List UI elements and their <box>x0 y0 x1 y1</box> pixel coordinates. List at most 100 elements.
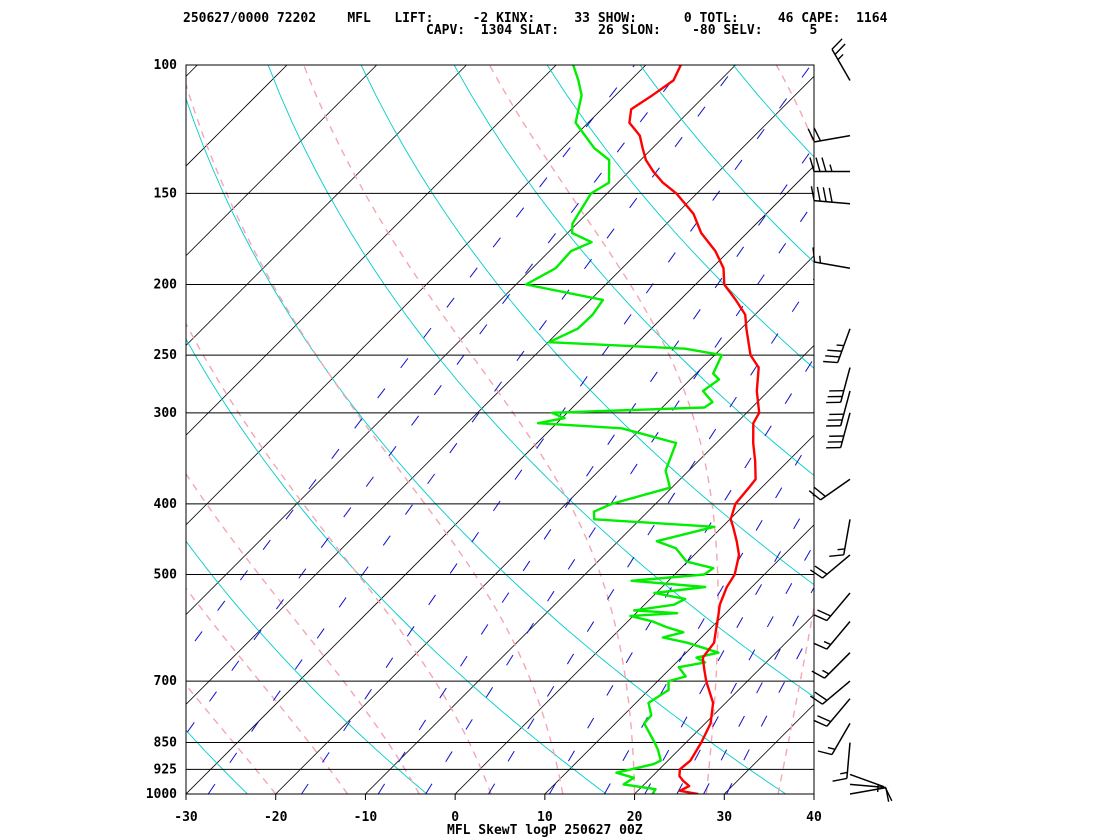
wind-barb <box>831 38 851 81</box>
wind-barb-feather <box>813 127 822 142</box>
wind-barb <box>823 328 851 364</box>
wind-barbs <box>807 38 893 802</box>
wind-barb <box>813 698 851 727</box>
wind-barb-shaft <box>814 134 851 143</box>
wind-barb-feather <box>814 565 828 575</box>
mixing-ratio-line <box>603 433 814 794</box>
dry-adiabat <box>826 65 1120 794</box>
dry-adiabat <box>186 729 248 794</box>
isotherm <box>454 434 814 794</box>
mixing-ratio-line <box>676 543 814 794</box>
wind-barb-feather <box>813 719 828 727</box>
isotherm <box>186 165 814 794</box>
wind-barb-feather <box>812 247 816 263</box>
wind-barb-feather <box>831 38 843 50</box>
isotherm <box>634 614 814 794</box>
wind-barb <box>811 652 851 679</box>
temperature-axis: -30 -20 -10 0 10 20 30 40 <box>174 794 822 825</box>
isotherm <box>186 65 288 167</box>
isotherm <box>186 65 557 436</box>
pressure-tick-label: 150 <box>154 186 178 201</box>
dry-adiabat <box>0 65 68 794</box>
pressure-tick-label: 100 <box>154 58 178 73</box>
dry-adiabat <box>1012 65 1120 794</box>
wind-barb-feather <box>809 695 823 705</box>
wind-barb <box>809 157 850 173</box>
wind-barb-feather <box>829 554 844 558</box>
wind-barb <box>809 554 851 579</box>
moist-adiabat <box>488 65 719 794</box>
header-line-1: 250627/0000 72202 MFL LIFT: -2 KINX: 33 … <box>183 11 888 26</box>
wind-barb <box>826 412 851 449</box>
isotherm <box>544 524 814 794</box>
mixing-ratio-line <box>726 625 814 794</box>
wind-barb-feather <box>822 187 827 202</box>
wind-barb-feather <box>813 486 826 497</box>
temperature-tick-label: 0 <box>451 810 459 825</box>
wind-barb <box>809 680 851 705</box>
moist-adiabat <box>186 587 349 794</box>
pressure-tick-label: 250 <box>154 348 178 363</box>
wind-barb-half-feather <box>840 771 848 775</box>
wind-barb-shaft <box>849 783 886 789</box>
isotherm <box>275 255 814 794</box>
profile-lines <box>524 65 761 794</box>
moist-adiabat <box>303 65 636 794</box>
pressure-tick-label: 1000 <box>146 787 177 802</box>
temperature-tick-label: 10 <box>537 810 553 825</box>
wind-barb <box>807 127 851 143</box>
wind-barb <box>849 773 885 792</box>
dry-adiabat <box>732 65 814 158</box>
wind-barb-half-feather <box>829 164 833 172</box>
wind-barb-feather <box>814 691 828 701</box>
wind-barb-feather <box>817 715 832 723</box>
pressure-tick-label: 850 <box>154 736 178 751</box>
dry-adiabat <box>639 65 814 263</box>
mixing-ratio-line <box>186 65 685 735</box>
wind-barb-feather <box>813 614 828 622</box>
wind-barb-half-feather <box>819 255 822 264</box>
wind-barb-feather <box>808 490 821 501</box>
dry-adiabat <box>267 65 814 698</box>
wind-barb <box>826 390 851 427</box>
pressure-tick-label: 200 <box>154 277 178 292</box>
isotherm <box>186 65 377 257</box>
wind-barb-feather <box>828 187 833 203</box>
dry-adiabat <box>919 65 1120 794</box>
header-line-2: CAPV: 1304 SLAT: 26 SLON: -80 SELV: 5 <box>426 23 817 38</box>
dewpoint-profile <box>524 65 723 794</box>
wind-barb-half-feather <box>876 784 879 792</box>
wind-barb-half-feather <box>837 53 844 61</box>
moist-adiabat <box>186 322 492 794</box>
wind-barb-half-feather <box>837 548 845 551</box>
wind-barb-feather <box>810 186 815 201</box>
pressure-tick-label: 300 <box>154 406 178 421</box>
isotherm <box>186 75 814 705</box>
temperature-tick-label: 20 <box>627 810 643 825</box>
wind-barb-feather <box>821 157 827 172</box>
wind-barb <box>812 247 851 269</box>
isotherm <box>186 65 647 526</box>
wind-barb-shaft <box>839 390 851 426</box>
wind-barb-feather <box>815 157 821 172</box>
pressure-tick-label: 925 <box>154 762 177 777</box>
temperature-tick-label: -10 <box>354 810 378 825</box>
wind-barb-feather <box>816 186 821 202</box>
wind-barb <box>849 783 890 802</box>
temperature-tick-label: -20 <box>264 810 288 825</box>
wind-barb <box>817 722 851 756</box>
dry-adiabat <box>186 540 428 794</box>
wind-barb-feather <box>825 355 840 358</box>
wind-barb-feather <box>817 750 833 756</box>
wind-barb-half-feather <box>822 669 830 675</box>
pressure-tick-label: 500 <box>154 568 178 583</box>
dry-adiabat <box>186 97 786 794</box>
wind-barb-half-feather <box>827 746 836 751</box>
dry-adiabat <box>453 65 814 476</box>
isotherm <box>186 65 467 346</box>
wind-barb-feather <box>832 777 847 782</box>
wind-barb-feather <box>827 349 842 352</box>
mixing-ratio-line <box>488 278 814 794</box>
isotherm <box>813 793 814 794</box>
